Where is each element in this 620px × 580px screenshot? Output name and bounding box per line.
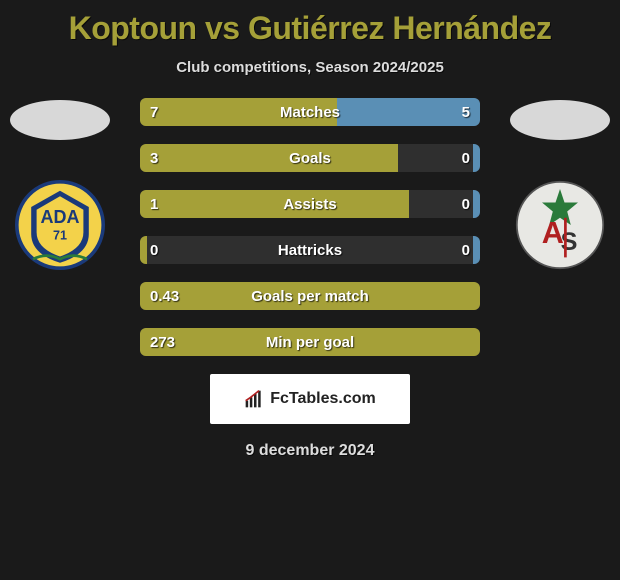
brand-box: FcTables.com (210, 374, 410, 424)
bar-right (337, 98, 480, 126)
svg-text:71: 71 (53, 228, 67, 242)
right-player-column: A S (500, 98, 620, 270)
bar-right (473, 144, 480, 172)
stat-value-right: 5 (462, 98, 470, 126)
stat-row: Min per goal273 (140, 328, 480, 356)
bar-left (140, 190, 409, 218)
bar-track (140, 236, 480, 264)
bar-track (140, 144, 480, 172)
stat-value-right: 0 (462, 190, 470, 218)
bar-left (140, 328, 480, 356)
page-title: Koptoun vs Gutiérrez Hernández (69, 10, 552, 47)
stat-value-right: 0 (462, 144, 470, 172)
bar-track (140, 328, 480, 356)
stat-value-left: 273 (150, 328, 175, 356)
bar-left (140, 144, 398, 172)
svg-text:S: S (561, 228, 578, 256)
date-label: 9 december 2024 (246, 442, 375, 460)
stat-value-left: 3 (150, 144, 158, 172)
bar-track (140, 282, 480, 310)
svg-text:ADA: ADA (41, 207, 80, 227)
stat-value-left: 7 (150, 98, 158, 126)
club-badge-left-svg: ADA 71 (15, 180, 105, 270)
stat-value-left: 1 (150, 190, 158, 218)
player-silhouette-left (10, 100, 110, 140)
club-badge-right-svg: A S (515, 180, 605, 270)
bar-right (473, 190, 480, 218)
left-player-column: ADA 71 (0, 98, 120, 270)
bar-left (140, 98, 337, 126)
subtitle: Club competitions, Season 2024/2025 (176, 59, 444, 76)
club-badge-left: ADA 71 (15, 180, 105, 270)
chart-icon (244, 389, 264, 409)
stats-column: Matches75Goals30Assists10Hattricks00Goal… (130, 98, 490, 356)
player-silhouette-right (510, 100, 610, 140)
stat-value-left: 0 (150, 236, 158, 264)
stat-row: Matches75 (140, 98, 480, 126)
middle-row: ADA 71 Matches75Goals30Assists10Hattrick… (0, 98, 620, 356)
bar-left (140, 236, 147, 264)
stat-row: Hattricks00 (140, 236, 480, 264)
brand-label: FcTables.com (270, 390, 376, 408)
stat-value-right: 0 (462, 236, 470, 264)
stat-row: Goals30 (140, 144, 480, 172)
stat-row: Goals per match0.43 (140, 282, 480, 310)
bar-right (473, 236, 480, 264)
bar-track (140, 98, 480, 126)
stat-row: Assists10 (140, 190, 480, 218)
stat-value-left: 0.43 (150, 282, 179, 310)
club-badge-right: A S (515, 180, 605, 270)
comparison-infographic: Koptoun vs Gutiérrez Hernández Club comp… (0, 0, 620, 580)
bar-track (140, 190, 480, 218)
bar-left (140, 282, 480, 310)
